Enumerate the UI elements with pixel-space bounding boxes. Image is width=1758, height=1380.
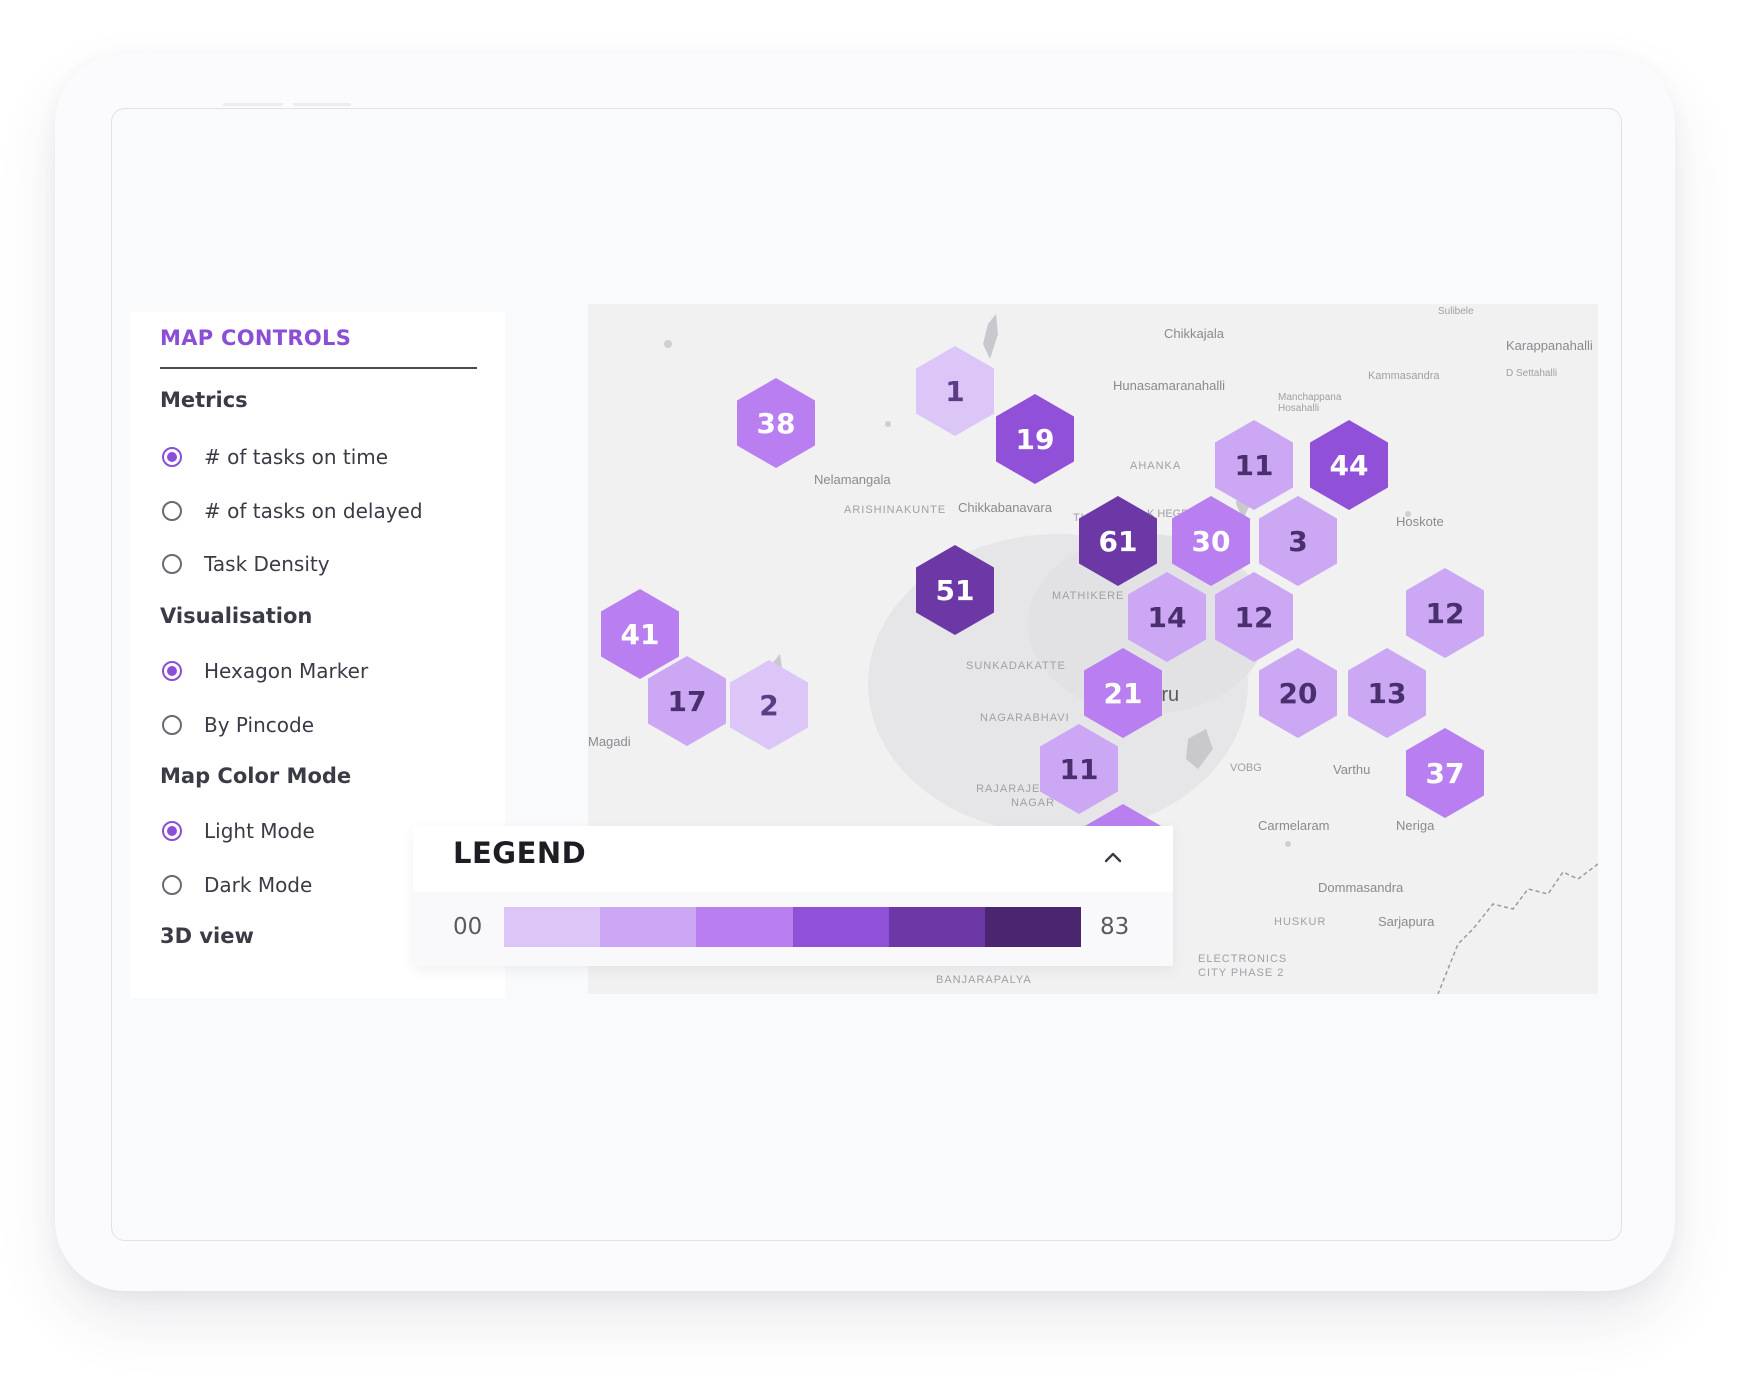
hexagon-marker[interactable]: 12: [1406, 568, 1484, 658]
hexagon-marker[interactable]: 11: [1215, 420, 1293, 510]
hexagon-marker[interactable]: 17: [648, 656, 726, 746]
color-mode-option-light[interactable]: Light Mode: [162, 816, 315, 846]
legend-swatch: [504, 907, 601, 947]
map-place-label: HUSKUR: [1274, 916, 1327, 928]
visualisation-heading: Visualisation: [160, 604, 313, 628]
map-place-label: Karappanahalli: [1506, 338, 1593, 353]
hexagon-marker[interactable]: 13: [1348, 648, 1426, 738]
legend-swatch: [984, 907, 1082, 947]
map-place-label: Sulibele: [1438, 306, 1474, 317]
map-place-label: Varthu: [1333, 762, 1371, 777]
map-place-label: D Settahalli: [1506, 368, 1558, 379]
map-place-label: SUNKADAKATTE: [966, 660, 1066, 672]
3d-view-heading[interactable]: 3D view: [160, 924, 254, 948]
hexagon-marker[interactable]: 30: [1172, 496, 1250, 586]
option-label: Dark Mode: [204, 873, 313, 897]
title-divider: [160, 367, 477, 369]
map-place-label: BANJARAPALYA: [936, 974, 1032, 986]
chevron-up-icon[interactable]: [1103, 848, 1123, 868]
metrics-heading: Metrics: [160, 388, 248, 412]
hexagon-marker[interactable]: 61: [1079, 496, 1157, 586]
hexagon-marker[interactable]: 14: [1128, 572, 1206, 662]
radio-selected[interactable]: [162, 821, 182, 841]
hexagon-marker[interactable]: 1: [916, 346, 994, 436]
radio-unselected[interactable]: [162, 554, 182, 574]
option-label: Light Mode: [204, 819, 315, 843]
legend-scale: 00 83: [413, 892, 1173, 966]
hexagon-marker[interactable]: 19: [996, 394, 1074, 484]
color-mode-heading: Map Color Mode: [160, 764, 352, 788]
device-button: [223, 103, 283, 106]
map-place-label: ELECTRONICS CITY PHASE 2: [1198, 953, 1288, 979]
map-place-label: Sarjapura: [1378, 914, 1435, 929]
map-place-label: Hunasamaranahalli: [1113, 378, 1226, 393]
option-label: By Pincode: [204, 713, 314, 737]
legend-panel: LEGEND 00 83: [413, 826, 1173, 966]
map-place-label: Chikkabanavara: [958, 500, 1052, 515]
legend-swatch: [600, 907, 697, 947]
radio-selected[interactable]: [162, 447, 182, 467]
map-place-label: Neriga: [1396, 818, 1435, 833]
hexagon-marker[interactable]: 20: [1259, 648, 1337, 738]
hexagon-marker[interactable]: 3: [1259, 496, 1337, 586]
radio-selected[interactable]: [162, 661, 182, 681]
legend-swatch: [696, 907, 793, 947]
map-controls-title: MAP CONTROLS: [160, 326, 352, 350]
map-place-label: Carmelaram: [1258, 818, 1330, 833]
device-button: [293, 103, 351, 106]
hexagon-marker[interactable]: 38: [737, 378, 815, 468]
map-place-label: Nelamangala: [814, 472, 891, 487]
legend-swatch: [888, 907, 985, 947]
color-mode-option-dark[interactable]: Dark Mode: [162, 870, 312, 900]
radio-unselected[interactable]: [162, 875, 182, 895]
map-place-label: NAGARABHAVI: [980, 712, 1070, 724]
hexagon-marker[interactable]: 2: [730, 660, 808, 750]
hexagon-marker[interactable]: 21: [1084, 648, 1162, 738]
map-place-label: Magadi: [588, 734, 631, 749]
map-place-label: VOBG: [1230, 762, 1262, 774]
legend-max-value: 83: [1100, 914, 1130, 940]
legend-swatch: [792, 907, 889, 947]
legend-min-value: 00: [453, 914, 483, 940]
map-place-label: Dommasandra: [1318, 880, 1404, 895]
metric-option-delayed[interactable]: # of tasks on delayed: [162, 496, 423, 526]
legend-color-bar: [504, 907, 1082, 947]
visualisation-option-pincode[interactable]: By Pincode: [162, 710, 314, 740]
option-label: Task Density: [204, 552, 330, 576]
hexagon-marker[interactable]: 11: [1040, 724, 1118, 814]
map-place-label: Manchappana Hosahalli: [1278, 392, 1342, 414]
metric-option-on-time[interactable]: # of tasks on time: [162, 442, 388, 472]
hexagon-marker[interactable]: 44: [1310, 420, 1388, 510]
map-place-label: AHANKA: [1130, 460, 1182, 472]
option-label: # of tasks on time: [204, 445, 389, 469]
hexagon-marker[interactable]: 37: [1406, 728, 1484, 818]
radio-unselected[interactable]: [162, 715, 182, 735]
map-place-label: Chikkajala: [1164, 326, 1224, 341]
map-place-label: ARISHINAKUNTE: [844, 504, 947, 516]
map-place-label: Hoskote: [1396, 514, 1444, 529]
radio-unselected[interactable]: [162, 501, 182, 521]
hexagon-marker[interactable]: 51: [916, 545, 994, 635]
map-place-label: MATHIKERE: [1052, 590, 1125, 602]
option-label: # of tasks on delayed: [204, 499, 423, 523]
hexagon-marker[interactable]: 12: [1215, 572, 1293, 662]
visualisation-option-hexagon[interactable]: Hexagon Marker: [162, 656, 368, 686]
option-label: Hexagon Marker: [204, 659, 369, 683]
legend-title: LEGEND: [453, 836, 587, 870]
hexagon-marker[interactable]: 41: [601, 589, 679, 679]
metric-option-density[interactable]: Task Density: [162, 549, 330, 579]
map-place-label: Kammasandra: [1368, 370, 1440, 382]
